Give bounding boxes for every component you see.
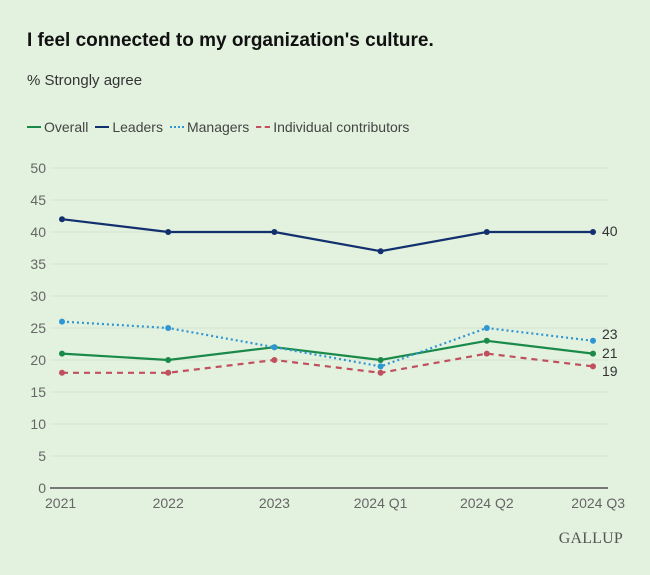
- data-point-managers: [377, 363, 384, 370]
- legend-label: Leaders: [112, 119, 163, 135]
- series-line-individual-contributors: [62, 352, 594, 374]
- y-tick-label: 40: [30, 224, 46, 240]
- data-point-individual-contributors: [271, 357, 278, 363]
- data-point-managers: [271, 344, 278, 351]
- legend-swatch: [256, 126, 271, 128]
- legend-swatch: [95, 126, 110, 128]
- data-point-managers: [165, 325, 172, 331]
- legend-item-individual-contributors: Individual contributors: [256, 119, 409, 135]
- x-tick-label: 2024 Q3: [571, 495, 625, 511]
- y-tick-label: 20: [30, 352, 46, 368]
- data-point-individual-contributors: [483, 350, 490, 357]
- data-point-leaders: [377, 248, 384, 255]
- data-point-individual-contributors: [59, 369, 65, 376]
- data-point-leaders: [165, 229, 172, 235]
- data-point-overall: [590, 350, 596, 357]
- data-point-overall: [377, 357, 384, 363]
- x-tick-label: 2024 Q1: [354, 495, 408, 511]
- gallup-logo: GALLUP: [558, 530, 623, 547]
- y-tick-label: 45: [30, 192, 46, 208]
- y-tick-label: 10: [30, 416, 46, 432]
- x-tick-label: 2024 Q2: [460, 495, 514, 511]
- legend-swatch: [27, 126, 41, 128]
- y-tick-label: 50: [30, 160, 46, 176]
- legend-label: Managers: [186, 119, 250, 135]
- legend-item-leaders: Leaders: [95, 119, 163, 135]
- data-point-leaders: [271, 229, 278, 235]
- end-label-overall: 21: [602, 345, 618, 361]
- end-label-leaders: 40: [602, 223, 618, 239]
- data-point-individual-contributors: [165, 369, 172, 376]
- y-tick-label: 35: [30, 256, 46, 272]
- legend: Overall Leaders Managers Individual contrib…: [27, 119, 416, 135]
- x-tick-label: 2022: [153, 495, 184, 511]
- data-point-leaders: [483, 229, 490, 235]
- legend-label: Individual contributors: [273, 119, 410, 135]
- end-label-individual-contributors: 19: [602, 363, 618, 379]
- legend-swatch: [169, 126, 184, 128]
- legend-item-overall: Overall: [27, 119, 88, 135]
- y-tick-label: 15: [30, 384, 46, 400]
- x-tick-label: 2023: [259, 495, 290, 511]
- data-point-overall: [59, 350, 65, 357]
- data-point-leaders: [59, 216, 65, 223]
- y-tick-label: 0: [38, 480, 46, 496]
- chart-subtitle: % Strongly agree: [27, 72, 143, 89]
- data-point-leaders: [590, 229, 596, 235]
- data-point-managers: [590, 337, 596, 344]
- data-point-managers: [483, 325, 490, 331]
- y-tick-label: 5: [38, 448, 46, 464]
- chart-title: I feel connected to my organization's cu…: [27, 30, 434, 51]
- data-point-individual-contributors: [377, 369, 384, 376]
- x-tick-label: 2021: [45, 495, 76, 511]
- data-point-individual-contributors: [590, 363, 596, 370]
- series-line-leaders: [61, 218, 593, 253]
- data-point-overall: [483, 337, 490, 344]
- data-point-overall: [165, 357, 172, 363]
- series-line-overall: [61, 339, 594, 362]
- end-label-managers: 23: [602, 326, 618, 342]
- y-tick-label: 25: [30, 320, 46, 336]
- legend-item-managers: Managers: [169, 119, 250, 135]
- data-point-managers: [59, 318, 65, 325]
- y-tick-label: 30: [30, 288, 46, 304]
- legend-label: Overall: [44, 119, 89, 135]
